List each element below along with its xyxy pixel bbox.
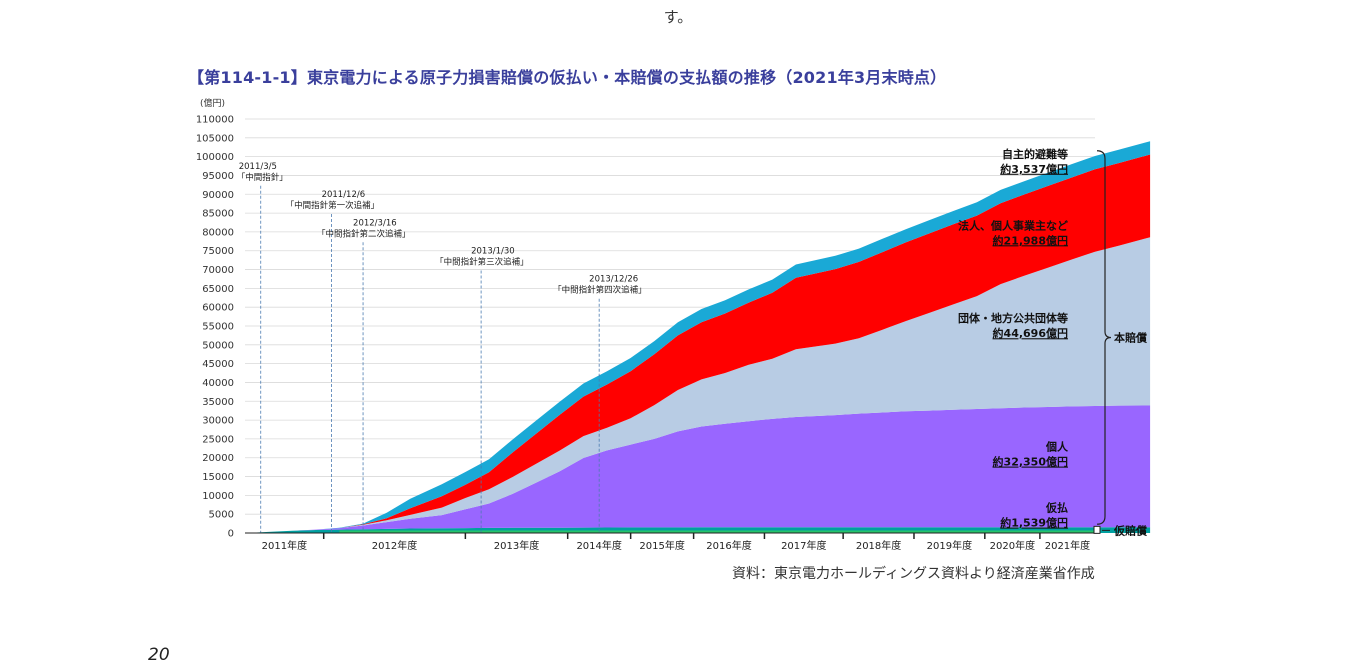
series-label-amount: 約1,539億円: [1000, 516, 1068, 530]
y-tick-label: 105000: [196, 133, 234, 144]
y-tick-label: 110000: [196, 115, 234, 126]
x-tick-label: 2018年度: [856, 539, 901, 552]
y-tick-label: 5000: [209, 510, 234, 521]
x-axis: 2011年度 2012年度 2013年度 2014年度 2015年度 2016年度 2017…: [245, 532, 1095, 552]
page-number: 20: [148, 645, 170, 665]
annotation-text: 「中間指針第四次追補」: [553, 285, 647, 296]
x-tick-label: 2014年度: [576, 539, 621, 552]
series-label-name: 仮払: [1045, 501, 1068, 515]
annotation-lines: 2011/3/5「中間指針」 2011/12/6「中間指針第一次追補」 2012/3…: [237, 162, 647, 533]
y-tick-label: 40000: [202, 378, 234, 389]
annotation-text: 「中間指針」: [237, 172, 288, 183]
annotation-date: 2011/3/5: [239, 162, 277, 172]
series-area: [245, 141, 1151, 533]
y-tick-label: 100000: [196, 152, 234, 163]
series-labels: 自主的避難等約3,537億円法人、個人事業主など約21,988億円団体・地方公共…: [958, 147, 1069, 530]
series-label-amount: 約44,696億円: [993, 326, 1068, 340]
y-tick-label: 55000: [202, 322, 234, 333]
series-label-name: 自主的避難等: [1002, 147, 1068, 161]
series-label-name: 個人: [1045, 440, 1069, 454]
annotation-text: 「中間指針第一次追補」: [286, 200, 380, 211]
y-tick-label: 0: [228, 529, 234, 540]
y-tick-label: 60000: [202, 303, 234, 314]
x-tick-label: 2021年度: [1045, 539, 1090, 552]
annotation-date: 2012/3/16: [353, 218, 397, 228]
x-tick-label: 2015年度: [639, 539, 684, 552]
annotation-date: 2011/12/6: [322, 190, 366, 200]
y-tick-label: 45000: [202, 359, 234, 370]
y-tick-label: 90000: [202, 190, 234, 201]
provisional-marker: [1093, 525, 1101, 534]
x-tick-label: 2013年度: [494, 539, 539, 552]
series-label-name: 団体・地方公共団体等: [958, 311, 1068, 325]
source-note: 資料：東京電力ホールディングス資料より経済産業省作成: [732, 566, 1095, 582]
x-tick-label: 2012年度: [372, 539, 417, 552]
y-unit-label: (億円): [200, 97, 225, 109]
series-area: [245, 154, 1151, 533]
y-tick-label: 85000: [202, 209, 234, 220]
x-tick-label: 2011年度: [262, 539, 307, 552]
y-tick-label: 10000: [202, 491, 234, 502]
stacked-areas: [245, 141, 1151, 533]
x-tick-label: 2019年度: [927, 539, 972, 552]
annotation-date: 2013/12/26: [589, 275, 638, 285]
figure-title: 【第114-1-1】東京電力による原子力損害賠償の仮払い・本賠償の支払額の推移（…: [188, 68, 947, 87]
y-tick-label: 50000: [202, 340, 234, 351]
series-label-amount: 約32,350億円: [993, 455, 1068, 469]
y-tick-label: 30000: [202, 416, 234, 427]
top-text: す。: [663, 8, 693, 26]
y-tick-label: 80000: [202, 227, 234, 238]
provisional-label: 仮賠償: [1113, 523, 1148, 537]
y-axis: 0 5000 10000 15000 20000 25000 30000 35000 40000…: [196, 115, 234, 540]
series-area: [245, 405, 1151, 533]
y-tick-label: 95000: [202, 171, 234, 182]
y-tick-label: 65000: [202, 284, 234, 295]
series-label-amount: 約21,988億円: [993, 233, 1068, 247]
annotation-text: 「中間指針第三次追補」: [435, 256, 529, 267]
series-label-name: 法人、個人事業主など: [958, 218, 1068, 232]
y-tick-label: 75000: [202, 246, 234, 257]
x-tick-label: 2016年度: [706, 539, 751, 552]
y-tick-label: 15000: [202, 472, 234, 483]
x-tick-label: 2017年度: [781, 539, 826, 552]
y-tick-label: 70000: [202, 265, 234, 276]
main-brace-label: 本賠償: [1114, 330, 1148, 344]
x-tick-label: 2020年度: [990, 539, 1035, 552]
y-tick-label: 25000: [202, 434, 234, 445]
main-brace: [1096, 150, 1112, 525]
annotation-text: 「中間指針第二次追補」: [317, 228, 411, 239]
annotation-date: 2013/1/30: [471, 246, 515, 256]
series-area: [245, 237, 1151, 533]
y-tick-label: 35000: [202, 397, 234, 408]
y-tick-label: 20000: [202, 453, 234, 464]
series-label-amount: 約3,537億円: [1000, 162, 1068, 176]
